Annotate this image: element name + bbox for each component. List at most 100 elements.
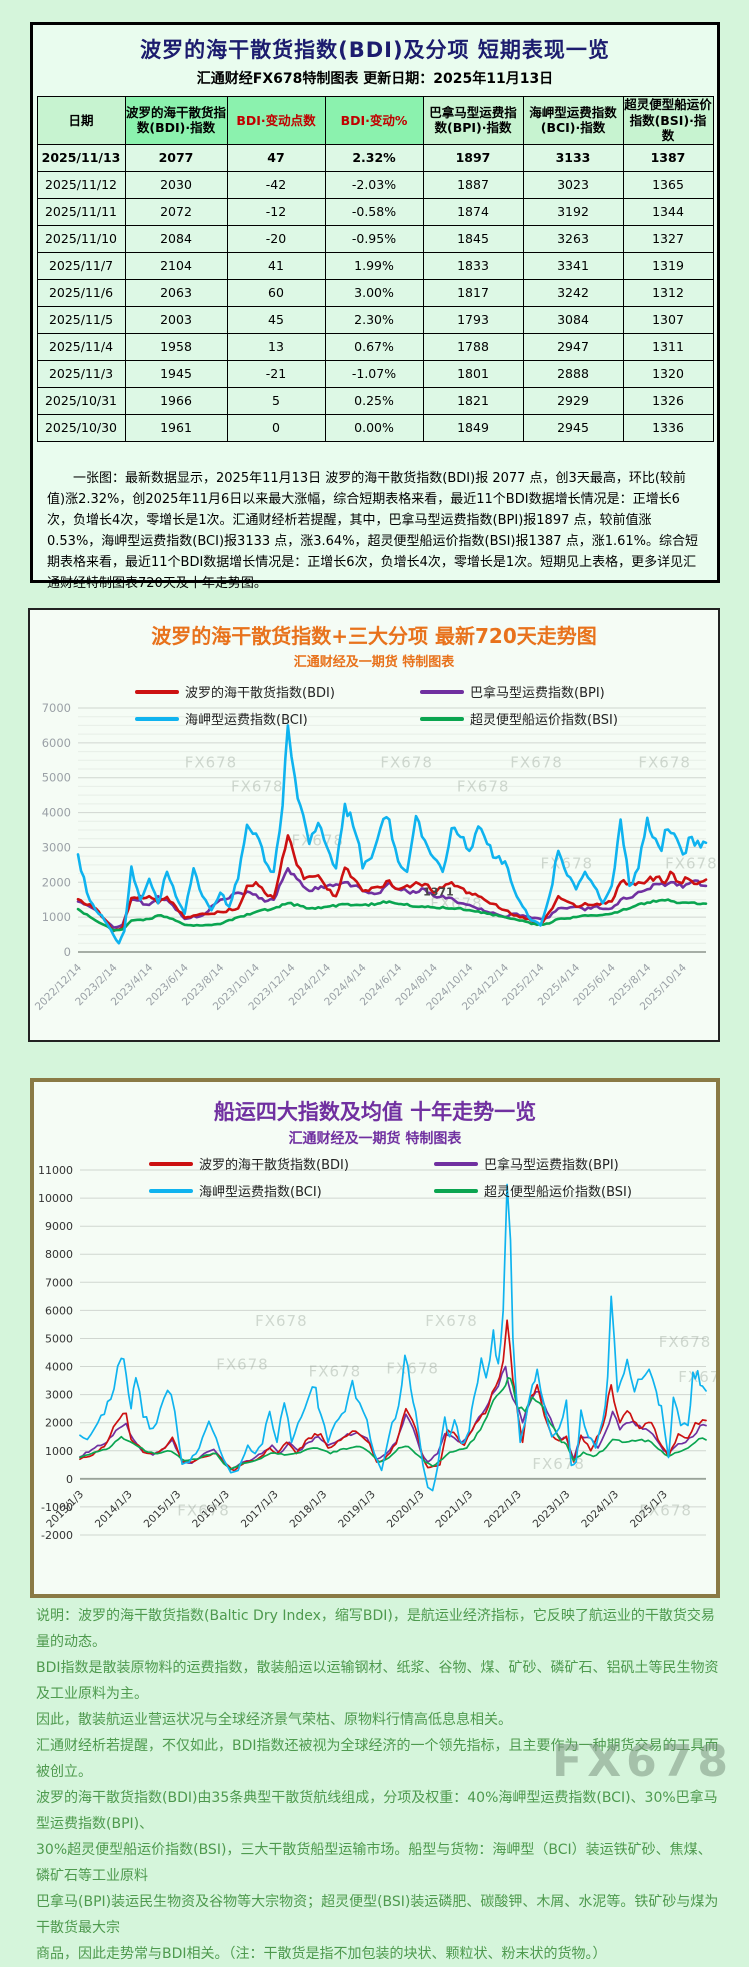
legend-label: 波罗的海干散货指数(BDI) [185, 686, 335, 701]
column-header: 海岬型运费指数(BCI)·指数 [522, 96, 624, 145]
legend-label: 海岬型运费指数(BCI) [199, 1185, 322, 1200]
table-cell: 0.67% [324, 332, 424, 361]
svg-text:1371: 1371 [423, 886, 454, 899]
table-row: 2025/11/6 2063 60 3.00% 1817 3242 1312 [36, 278, 714, 307]
table-cell: 3023 [522, 170, 624, 199]
table-cell: 2104 [124, 251, 228, 280]
svg-text:6000: 6000 [45, 1304, 73, 1317]
table-title: 波罗的海干散货指数(BDI)及分项 短期表现一览 [140, 38, 610, 62]
table-row: 2025/11/4 1958 13 0.67% 1788 2947 1311 [36, 332, 714, 361]
table-cell: 1307 [622, 305, 714, 334]
table-row: 2025/10/30 1961 0 0.00% 1849 2945 1336 [36, 413, 714, 442]
table-row: 2025/11/12 2030 -42 -2.03% 1887 3023 1365 [36, 170, 714, 199]
table-cell: 1845 [422, 224, 524, 253]
svg-text:FX678: FX678 [638, 753, 691, 771]
svg-text:2017/1/3: 2017/1/3 [239, 1488, 281, 1530]
table-cell: 45 [226, 305, 326, 334]
svg-text:FX678: FX678 [665, 854, 718, 872]
table-cell: 2025/10/31 [36, 386, 126, 415]
svg-text:11000: 11000 [38, 1164, 73, 1177]
legend-line-swatch [434, 1161, 478, 1166]
footer-line: 30%超灵便型船运价指数(BSI)，三大干散货船型运输市场。船型与货物：海岬型（… [36, 1842, 712, 1884]
table-cell: 3133 [522, 143, 624, 172]
svg-text:FX678: FX678 [177, 1501, 230, 1519]
legend-label: 波罗的海干散货指数(BDI) [199, 1158, 349, 1173]
table-cell: 2888 [522, 359, 624, 388]
table-cell: 13 [226, 332, 326, 361]
table-cell: 1801 [422, 359, 524, 388]
table-cell: 2.32% [324, 143, 424, 172]
legend-item: 波罗的海干散货指数(BDI) [149, 1154, 434, 1173]
table-cell: 1365 [622, 170, 714, 199]
table-cell: 2.30% [324, 305, 424, 334]
legend-item: 巴拿马型运费指数(BPI) [434, 1154, 709, 1173]
svg-text:2020/1/3: 2020/1/3 [385, 1488, 427, 1530]
footer-line: 说明：波罗的海干散货指数(Baltic Dry Index，缩写BDI)，是航运… [36, 1608, 715, 1650]
table-cell: 2929 [522, 386, 624, 415]
svg-text:5000: 5000 [45, 1333, 73, 1346]
legend-item: 海岬型运费指数(BCI) [135, 709, 420, 728]
bdi-short-term-table: 日期 波罗的海干散货指数(BDI)·指数 BDI·变动点数 BDI·变动% 巴拿马型运费… [36, 96, 714, 442]
footer-line: 汇通财经析若提醒，不仅如此，BDI指数还被视为全球经济的一个领先指标，且主要作为… [36, 1738, 719, 1780]
table-row: 2025/11/7 2104 41 1.99% 1833 3341 1319 [36, 251, 714, 280]
page-root: { "page": { "watermark_large": "FX678", … [28, 22, 729, 1962]
table-cell: 1387 [622, 143, 714, 172]
legend-item: 超灵便型船运价指数(BSI) [434, 1181, 709, 1200]
chart1-legend: 波罗的海干散货指数(BDI) 巴拿马型运费指数(BPI) 海岬型运费指数(BCI) 超… [135, 682, 695, 728]
svg-text:-2000: -2000 [41, 1529, 73, 1542]
table-cell: 2084 [124, 224, 228, 253]
svg-text:2000: 2000 [45, 1417, 73, 1430]
table-cell: -42 [226, 170, 326, 199]
svg-text:1000: 1000 [42, 910, 71, 924]
legend-label: 超灵便型船运价指数(BSI) [484, 1185, 632, 1200]
table-cell: 2025/11/6 [36, 278, 126, 307]
table-cell: 47 [226, 143, 326, 172]
column-header: BDI·变动点数 [226, 96, 326, 145]
table-cell: 1958 [124, 332, 228, 361]
table-cell: 1817 [422, 278, 524, 307]
legend-line-swatch [149, 1188, 193, 1193]
svg-text:FX678: FX678 [425, 1312, 478, 1330]
table-cell: 1788 [422, 332, 524, 361]
svg-text:FX678: FX678 [541, 854, 594, 872]
legend-label: 海岬型运费指数(BCI) [185, 713, 308, 728]
table-cell: 2945 [522, 413, 624, 442]
short-term-table-card: 波罗的海干散货指数(BDI)及分项 短期表现一览 汇通财经FX678特制图表 更… [30, 22, 720, 591]
legend-label: 超灵便型船运价指数(BSI) [470, 713, 618, 728]
table-cell: 3263 [522, 224, 624, 253]
table-cell: 1336 [622, 413, 714, 442]
svg-text:7000: 7000 [42, 701, 71, 715]
svg-text:2018/1/3: 2018/1/3 [287, 1488, 329, 1530]
table-cell: 2063 [124, 278, 228, 307]
svg-text:FX678: FX678 [231, 778, 284, 796]
table-cell: -0.95% [324, 224, 424, 253]
column-header: 超灵便型船运价指数(BSI)·指数 [622, 96, 714, 145]
table-cell: 2072 [124, 197, 228, 226]
table-cell: 2025/11/3 [36, 359, 126, 388]
table-cell: 2025/11/13 [36, 143, 126, 172]
table-cell: 2030 [124, 170, 228, 199]
table-cell: 3341 [522, 251, 624, 280]
svg-text:0: 0 [64, 945, 71, 959]
svg-text:-1000: -1000 [41, 1501, 73, 1514]
chart1-subtitle: 汇通财经及一期货 特制图表 [293, 655, 455, 670]
svg-text:3000: 3000 [42, 840, 71, 854]
table-cell: 1312 [622, 278, 714, 307]
table-cell: 2025/11/4 [36, 332, 126, 361]
table-cell: 2025/10/30 [36, 413, 126, 442]
svg-text:FX678: FX678 [185, 753, 238, 771]
table-cell: 1897 [422, 143, 524, 172]
svg-text:2022/12/14: 2022/12/14 [33, 961, 85, 1013]
table-cell: 0 [226, 413, 326, 442]
footer-line: 因此，散装航运业营运状况与全球经济景气荣枯、原物料行情高低息息相关。 [36, 1712, 512, 1728]
table-cell: 2077 [124, 143, 228, 172]
table-cell: 41 [226, 251, 326, 280]
svg-text:FX678: FX678 [659, 1333, 712, 1351]
table-note: 一张图：最新数据显示，2025年11月13日 波罗的海干散货指数(BDI)报 2… [47, 470, 698, 591]
table-cell: 1311 [622, 332, 714, 361]
svg-text:FX678: FX678 [309, 1362, 362, 1380]
svg-text:2019/1/3: 2019/1/3 [336, 1488, 378, 1530]
table-cell: 1793 [422, 305, 524, 334]
table-cell: 1874 [422, 197, 524, 226]
footer-line: 巴拿马(BPI)装运民生物资及谷物等大宗物资；超灵便型(BSI)装运磷肥、碳酸钾… [36, 1894, 719, 1936]
